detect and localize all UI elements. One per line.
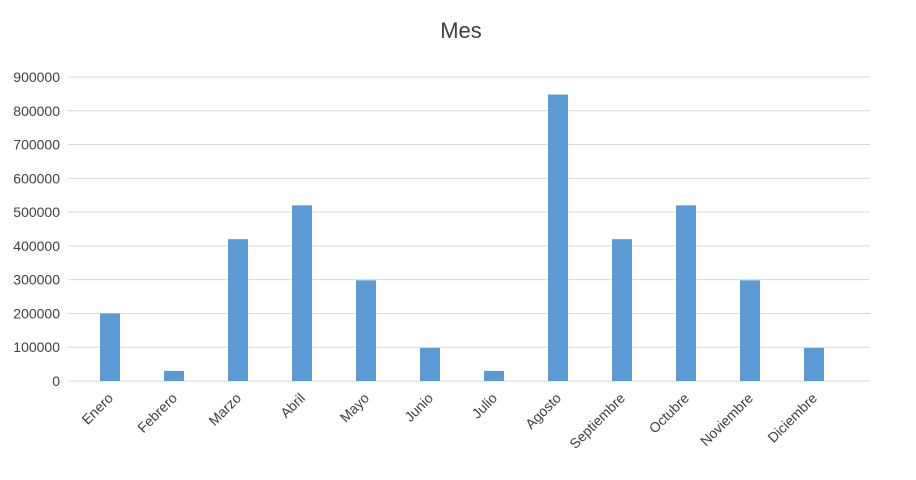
- bar-enero: [100, 313, 120, 381]
- x-tick-label: Marzo: [205, 390, 244, 429]
- bar-febrero: [164, 371, 184, 381]
- bar-julio: [484, 371, 504, 381]
- y-tick-label: 700000: [13, 137, 60, 153]
- y-tick-label: 800000: [13, 103, 60, 119]
- bar-marzo: [228, 239, 248, 381]
- bar-agosto: [548, 95, 568, 381]
- chart-title: Mes: [440, 18, 482, 43]
- x-tick-label: Abril: [277, 390, 308, 421]
- y-axis-tick-labels: 0 100000 200000 300000 400000 500000 600000 700…: [13, 69, 60, 389]
- bar-noviembre: [740, 280, 760, 381]
- bar-mayo: [356, 280, 376, 381]
- x-tick-label: Julio: [468, 390, 500, 422]
- bar-octubre: [676, 205, 696, 381]
- x-tick-label: Febrero: [134, 390, 180, 436]
- x-tick-label: Noviembre: [697, 390, 756, 449]
- bar-septiembre: [612, 239, 632, 381]
- x-tick-label: Septiembre: [566, 390, 628, 452]
- x-tick-label: Diciembre: [764, 390, 820, 446]
- x-tick-label: Junio: [401, 390, 436, 425]
- y-tick-label: 100000: [13, 339, 60, 355]
- bar-diciembre: [804, 348, 824, 381]
- y-tick-label: 400000: [13, 238, 60, 254]
- x-tick-label: Agosto: [522, 390, 564, 432]
- x-axis-tick-labels: Enero Febrero Marzo Abril Mayo Junio Julio Agos…: [78, 390, 820, 452]
- y-tick-label: 200000: [13, 305, 60, 321]
- x-tick-label: Octubre: [646, 390, 693, 437]
- x-tick-label: Enero: [78, 390, 116, 428]
- bars: [100, 95, 824, 381]
- y-tick-label: 300000: [13, 272, 60, 288]
- x-tick-label: Mayo: [337, 390, 373, 426]
- y-tick-label: 500000: [13, 204, 60, 220]
- y-tick-label: 0: [52, 373, 60, 389]
- y-tick-label: 900000: [13, 69, 60, 85]
- bar-abril: [292, 205, 312, 381]
- y-tick-label: 600000: [13, 170, 60, 186]
- bar-junio: [420, 348, 440, 381]
